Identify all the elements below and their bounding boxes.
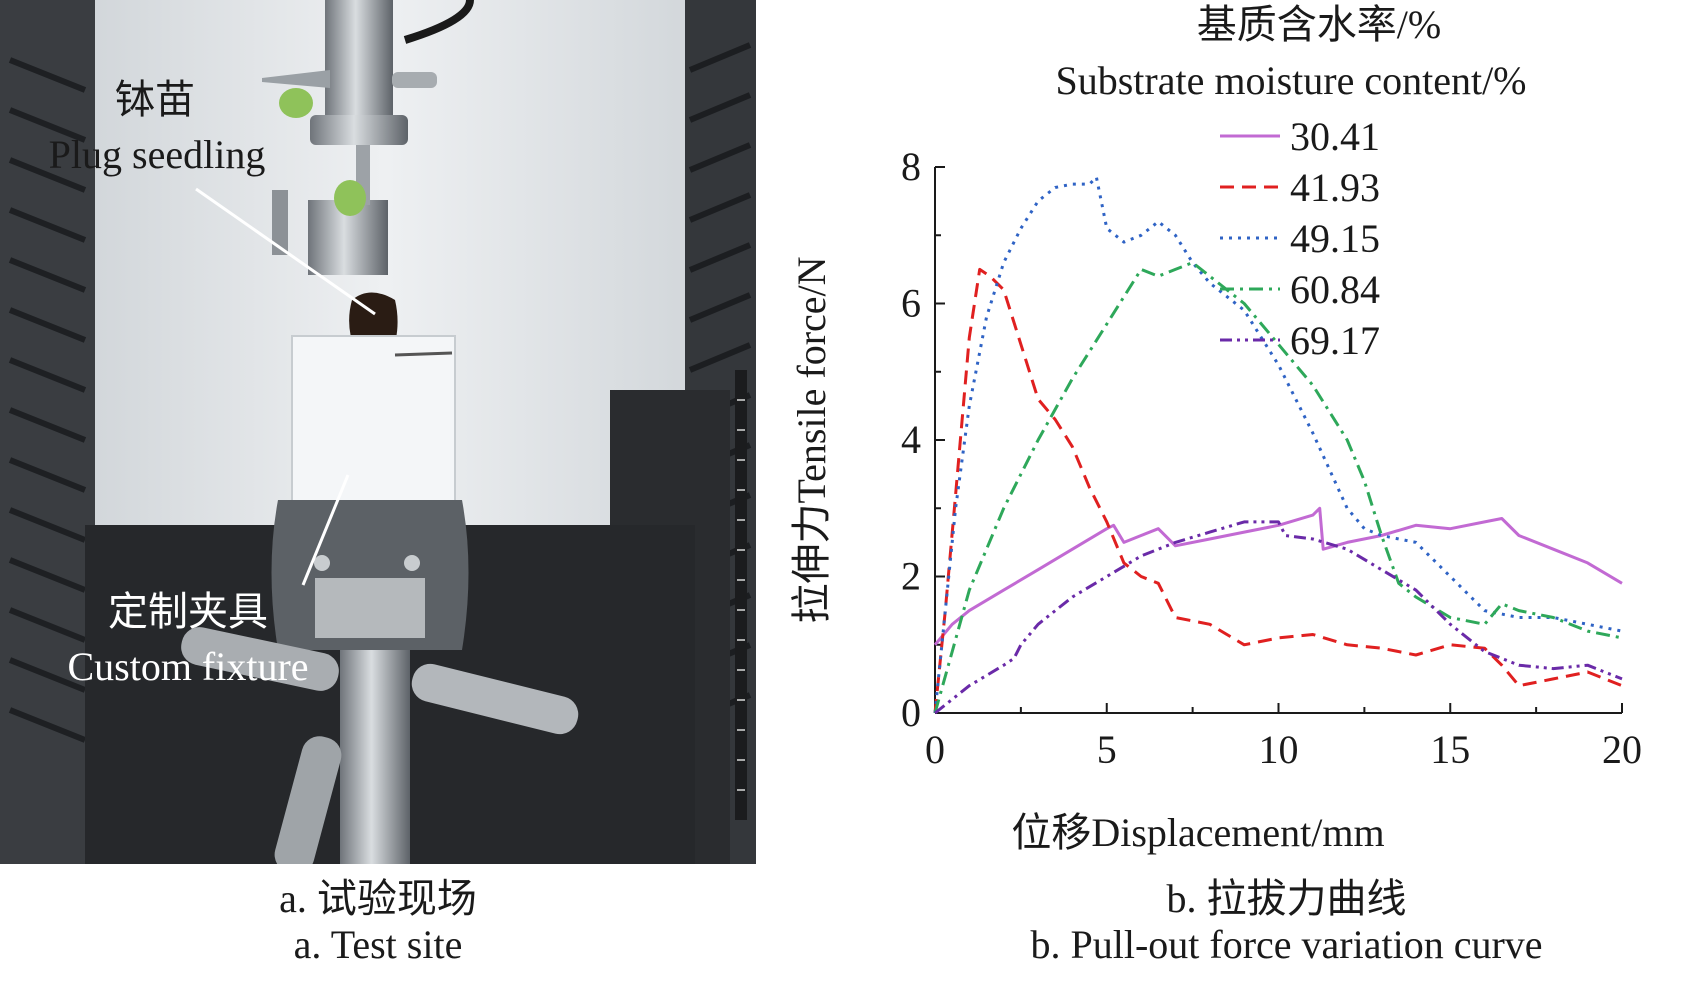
series-line-49.15 xyxy=(933,175,1623,714)
legend-label-49.15: 49.15 xyxy=(1290,216,1380,261)
series-line-69.17 xyxy=(934,520,1623,715)
load-cell-collar xyxy=(310,115,408,145)
test-site-photo: 钵苗 Plug seedling 定制夹具 Custom fixture xyxy=(0,0,756,864)
series-line-60.84 xyxy=(933,261,1623,714)
handle-bottom xyxy=(274,736,342,864)
y-tick-label: 0 xyxy=(901,690,921,735)
caption-b: b. 拉拔力曲线 b. Pull-out force variation cur… xyxy=(880,876,1693,968)
custom-fixture-label-zh: 定制夹具 xyxy=(108,589,268,634)
legend: 30.41 41.93 49.15 60.84 69.17 xyxy=(1220,114,1380,363)
legend-label-30.41: 30.41 xyxy=(1290,114,1380,159)
caption-a-zh: a. 试验现场 xyxy=(279,876,477,921)
caption-a-en: a. Test site xyxy=(293,922,463,967)
x-tick-label: 0 xyxy=(925,727,945,772)
series-lines xyxy=(933,175,1623,715)
y-tick-label: 6 xyxy=(901,281,921,326)
caption-a: a. 试验现场 a. Test site xyxy=(0,876,756,968)
custom-fixture-label-en: Custom fixture xyxy=(67,644,308,689)
clamp-screw xyxy=(272,190,288,255)
y-ticks: 0 2 4 6 8 xyxy=(901,144,945,735)
pin-left xyxy=(262,70,330,88)
legend-label-60.84: 60.84 xyxy=(1290,267,1380,312)
leaf xyxy=(334,180,366,216)
legend-label-69.17: 69.17 xyxy=(1290,318,1380,363)
leaf xyxy=(279,88,313,118)
plug-seedling-pointer xyxy=(195,187,376,316)
custom-fixture-pointer xyxy=(301,474,350,586)
pull-out-force-chart: 0 2 4 6 8 0 5 10 15 20 拉伸力Tensile force/N 位移Disp… xyxy=(789,2,1642,855)
left-column xyxy=(0,0,95,864)
legend-title-en: Substrate moisture content/% xyxy=(1055,58,1526,103)
caption-b-en: b. Pull-out force variation curve xyxy=(1030,922,1543,967)
y-axis-label: 拉伸力Tensile force/N xyxy=(789,256,834,623)
legend-label-41.93: 41.93 xyxy=(1290,165,1380,210)
y-tick-label: 8 xyxy=(901,144,921,189)
y-tick-label: 4 xyxy=(901,417,921,462)
legend-title-zh: 基质含水率/% xyxy=(1197,2,1441,47)
caption-b-zh: b. 拉拔力曲线 xyxy=(1166,876,1407,921)
load-cell xyxy=(325,0,393,125)
left-column-slats xyxy=(8,57,87,743)
grip-screw xyxy=(404,555,420,571)
series-line-30.41 xyxy=(933,506,1623,646)
plug-seedling-label-zh: 钵苗 xyxy=(115,77,195,122)
x-tick-label: 10 xyxy=(1259,727,1299,772)
ruler-ticks xyxy=(737,399,745,791)
plug-seedling-label-en: Plug seedling xyxy=(49,132,266,177)
x-tick-label: 20 xyxy=(1602,727,1642,772)
cable xyxy=(403,0,474,44)
scale-ruler xyxy=(735,370,747,820)
x-ticks: 0 5 10 15 20 xyxy=(925,703,1642,772)
grip-window xyxy=(315,578,425,638)
pin-right xyxy=(392,72,437,88)
lower-shaft xyxy=(340,650,410,864)
x-axis-label: 位移Displacement/mm xyxy=(1011,810,1384,855)
fixture-slot xyxy=(394,351,453,357)
x-tick-label: 5 xyxy=(1097,727,1117,772)
custom-fixture-block xyxy=(291,335,456,512)
series-line-41.93 xyxy=(933,267,1623,714)
y-tick-label: 2 xyxy=(901,554,921,599)
handle-left xyxy=(181,627,339,691)
grip-screw xyxy=(314,555,330,571)
handle-right xyxy=(411,663,579,735)
x-tick-label: 15 xyxy=(1430,727,1470,772)
